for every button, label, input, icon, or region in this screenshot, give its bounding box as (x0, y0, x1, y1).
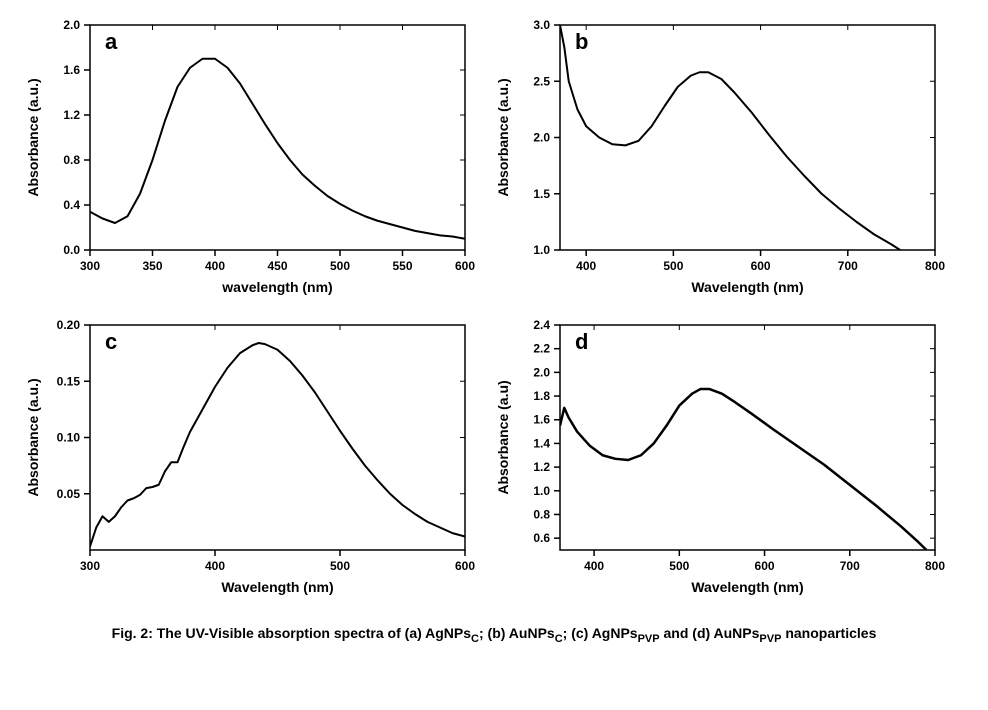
svg-text:1.6: 1.6 (63, 63, 80, 77)
figure-caption: Fig. 2: The UV-Visible absorption spectr… (0, 625, 988, 645)
panel-b: 400 500 600 700 800 1.0 1.5 2.0 2.5 3.0 Wavelength… (490, 10, 950, 300)
svg-text:Wavelength (nm): Wavelength (nm) (691, 279, 803, 295)
svg-text:600: 600 (751, 259, 771, 273)
svg-text:Wavelength (nm): Wavelength (nm) (221, 579, 333, 595)
svg-text:0.10: 0.10 (57, 431, 81, 445)
svg-text:2.0: 2.0 (533, 131, 550, 145)
svg-text:800: 800 (925, 259, 945, 273)
svg-text:550: 550 (392, 259, 412, 273)
svg-text:350: 350 (142, 259, 162, 273)
svg-text:1.2: 1.2 (533, 460, 550, 474)
svg-text:1.6: 1.6 (533, 413, 550, 427)
svg-text:0.8: 0.8 (63, 153, 80, 167)
svg-text:wavelength (nm): wavelength (nm) (221, 279, 332, 295)
svg-text:3.0: 3.0 (533, 18, 550, 32)
svg-text:0.4: 0.4 (63, 198, 80, 212)
svg-text:1.0: 1.0 (533, 484, 550, 498)
svg-text:2.2: 2.2 (533, 342, 550, 356)
svg-text:500: 500 (669, 559, 689, 573)
svg-text:2.0: 2.0 (533, 365, 550, 379)
svg-text:1.0: 1.0 (533, 243, 550, 257)
svg-text:Absorbance (a.u.): Absorbance (a.u.) (25, 78, 41, 196)
svg-text:d: d (575, 329, 588, 354)
svg-text:600: 600 (455, 559, 475, 573)
svg-text:1.4: 1.4 (533, 436, 550, 450)
svg-text:0.6: 0.6 (533, 531, 550, 545)
svg-text:1.5: 1.5 (533, 187, 550, 201)
svg-text:400: 400 (584, 559, 604, 573)
svg-text:0.05: 0.05 (57, 487, 81, 501)
svg-text:a: a (105, 29, 118, 54)
svg-text:0.8: 0.8 (533, 507, 550, 521)
svg-text:600: 600 (755, 559, 775, 573)
svg-text:500: 500 (330, 559, 350, 573)
svg-text:2.5: 2.5 (533, 74, 550, 88)
svg-text:500: 500 (330, 259, 350, 273)
svg-text:Absorbance (a.u): Absorbance (a.u) (495, 380, 511, 494)
svg-text:400: 400 (205, 259, 225, 273)
svg-text:400: 400 (205, 559, 225, 573)
svg-text:2.4: 2.4 (533, 318, 550, 332)
panel-a: 300 350 400 450 500 550 600 0.0 0.4 0.8 1.2 1.6 2.0 w… (20, 10, 480, 300)
svg-text:2.0: 2.0 (63, 18, 80, 32)
svg-text:Absorbance (a.u.): Absorbance (a.u.) (495, 78, 511, 196)
svg-text:0.15: 0.15 (57, 374, 81, 388)
svg-text:0.20: 0.20 (57, 318, 81, 332)
svg-text:700: 700 (840, 559, 860, 573)
svg-text:c: c (105, 329, 117, 354)
svg-text:0.0: 0.0 (63, 243, 80, 257)
svg-text:300: 300 (80, 559, 100, 573)
svg-text:1.2: 1.2 (63, 108, 80, 122)
panel-c: 300 400 500 600 0.05 0.10 0.15 0.20 Wavelength (… (20, 310, 480, 600)
svg-text:1.8: 1.8 (533, 389, 550, 403)
svg-text:500: 500 (663, 259, 683, 273)
svg-text:Absorbance (a.u.): Absorbance (a.u.) (25, 378, 41, 496)
svg-text:300: 300 (80, 259, 100, 273)
svg-text:400: 400 (576, 259, 596, 273)
svg-text:700: 700 (838, 259, 858, 273)
svg-text:450: 450 (267, 259, 287, 273)
chart-grid: 300 350 400 450 500 550 600 0.0 0.4 0.8 1.2 1.6 2.0 w… (0, 0, 960, 600)
svg-text:Wavelength (nm): Wavelength (nm) (691, 579, 803, 595)
panel-d: 400 500 600 700 800 0.6 0.8 1.0 1.2 1.4 1.6 1.8 2.0 2… (490, 310, 950, 600)
svg-text:b: b (575, 29, 588, 54)
svg-text:800: 800 (925, 559, 945, 573)
svg-text:600: 600 (455, 259, 475, 273)
